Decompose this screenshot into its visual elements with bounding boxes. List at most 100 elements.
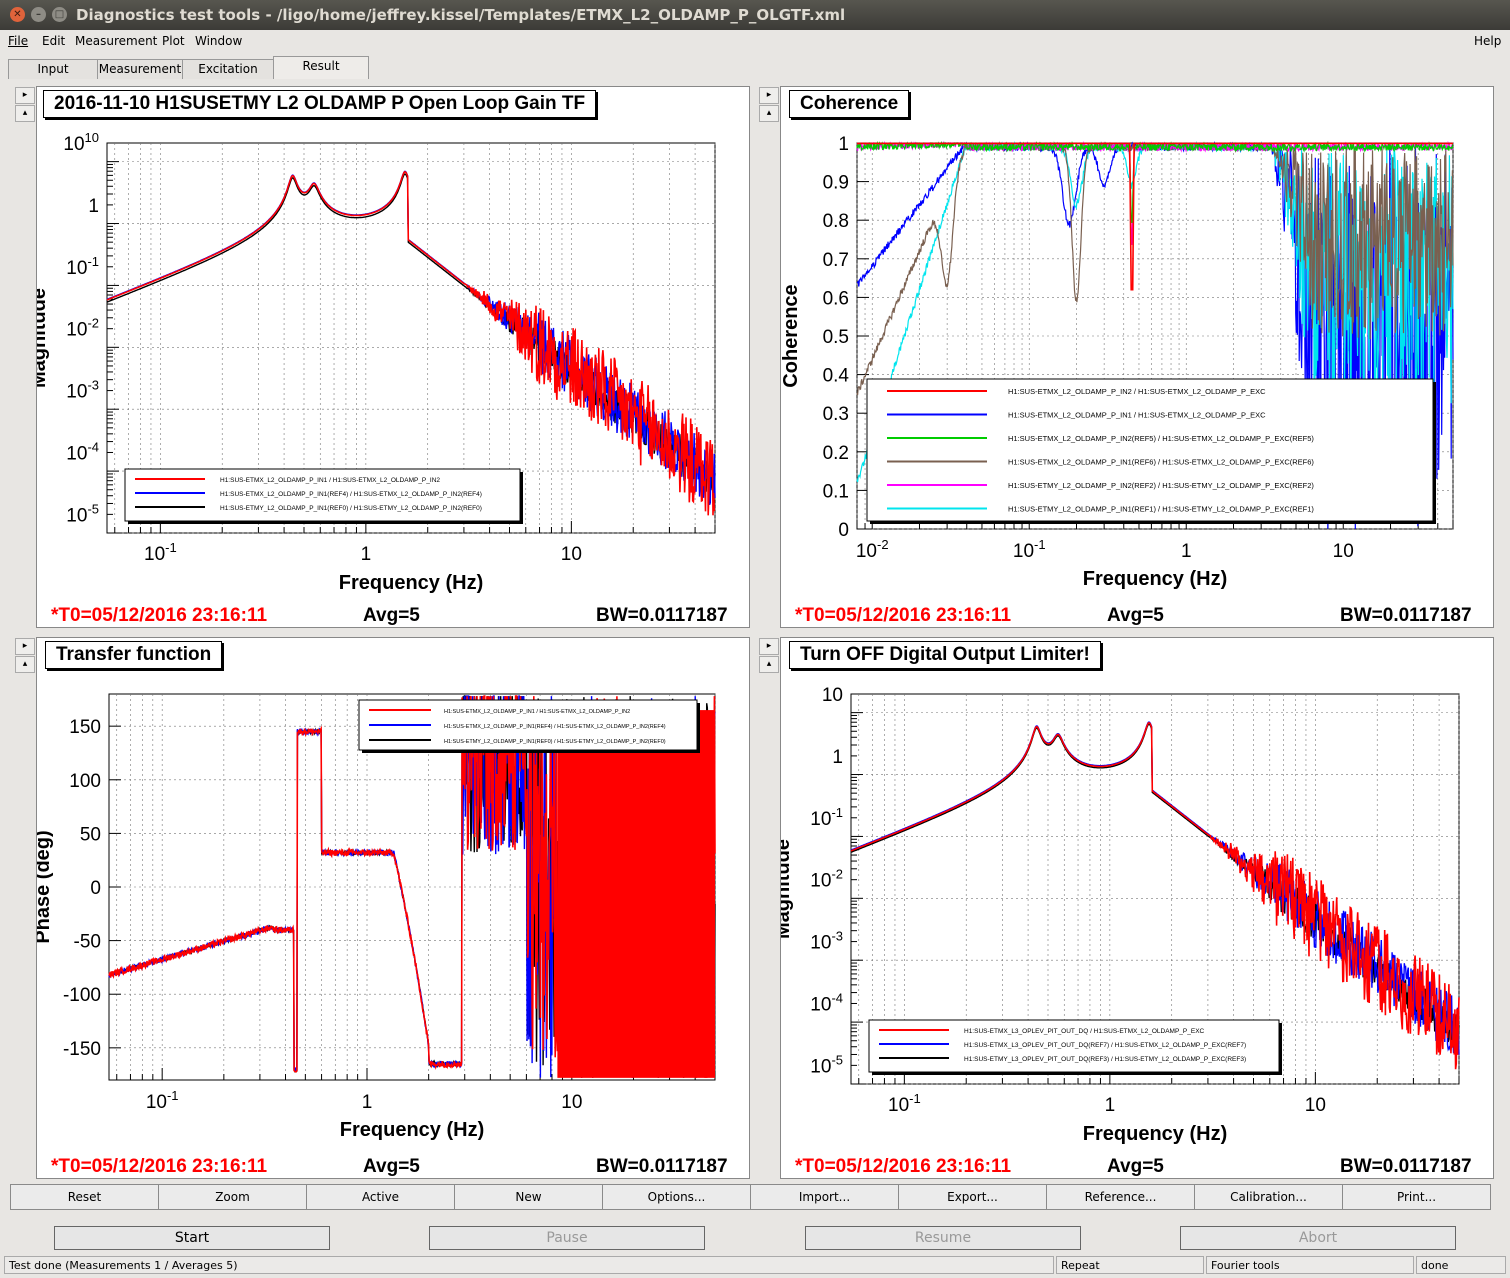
y-tick-label: 10-4 [810, 990, 843, 1015]
start-button[interactable]: Start [54, 1226, 330, 1250]
legend-entry: H1:SUS-ETMX_L3_OPLEV_PIT_OUT_DQ(REF7) / … [964, 1042, 1246, 1049]
legend-entry: H1:SUS-ETMY_L2_OLDAMP_P_IN1(REF0) / H1:S… [444, 739, 666, 745]
status-mode: Repeat [1056, 1256, 1204, 1274]
menu-edit[interactable]: Edit [42, 34, 65, 48]
tab-measurement[interactable]: Measurement [97, 59, 183, 79]
legend-entry: H1:SUS-ETMX_L2_OLDAMP_P_IN1 / H1:SUS-ETM… [444, 709, 630, 715]
tab-result[interactable]: Result [273, 56, 369, 79]
plot-pad-magnitude[interactable]: 1010 1 10-1 10-2 10-3 10-4 10-5 10-1 1 10 Frequenc… [36, 86, 750, 628]
avg-label: Avg=5 [1107, 605, 1164, 627]
y-axis-label: Magnitude [37, 288, 50, 388]
noise-fill [557, 710, 715, 1078]
calibration-button[interactable]: Calibration... [1194, 1184, 1343, 1210]
y-tick-label: 0.5 [823, 327, 849, 348]
x-tick-label: 10 [1333, 541, 1354, 562]
coherence-plot[interactable]: 1 0.9 0.8 0.7 0.6 0.5 0.4 0.3 0.2 0.1 0 10-2 10-1 1 10… [781, 87, 1493, 627]
y-tick-label: 10 [822, 685, 843, 706]
pad-up-arrow-icon[interactable]: ▸ [759, 87, 779, 104]
legend-box [867, 379, 1433, 521]
menu-measurement[interactable]: Measurement [75, 34, 157, 48]
legend-entry: H1:SUS-ETMY_L2_OLDAMP_P_IN1(REF0) / H1:S… [220, 505, 482, 512]
bw-label: BW=0.0117187 [596, 1156, 728, 1178]
x-axis-label: Frequency (Hz) [339, 572, 483, 594]
menu-file[interactable]: File [8, 34, 28, 48]
export-button[interactable]: Export... [898, 1184, 1047, 1210]
status-tool: Fourier tools [1206, 1256, 1414, 1274]
legend-entry: H1:SUS-ETMY_L3_OPLEV_PIT_OUT_DQ(REF3) / … [964, 1056, 1246, 1063]
tab-input[interactable]: Input [8, 59, 98, 79]
x-tick-label: 10-1 [1013, 537, 1046, 562]
close-icon[interactable]: ✕ [10, 7, 25, 22]
x-tick-label: 1 [362, 1092, 373, 1113]
pad-up-arrow-icon[interactable]: ▸ [759, 638, 779, 655]
plot-title: Turn OFF Digital Output Limiter! [789, 641, 1101, 669]
print-button[interactable]: Print... [1342, 1184, 1491, 1210]
abort-button[interactable]: Abort [1180, 1226, 1456, 1250]
avg-label: Avg=5 [363, 1156, 420, 1178]
legend-entry: H1:SUS-ETMX_L2_OLDAMP_P_IN2(REF5) / H1:S… [1008, 434, 1314, 443]
x-axis-label: Frequency (Hz) [340, 1119, 484, 1141]
menu-plot[interactable]: Plot [162, 34, 185, 48]
y-tick-label: 0.9 [823, 173, 849, 194]
plot-button-row: Reset Zoom Active New Options... Import.… [10, 1184, 1490, 1209]
menu-help[interactable]: Help [1474, 34, 1501, 48]
import-button[interactable]: Import... [750, 1184, 899, 1210]
t0-label: *T0=05/12/2016 23:16:11 [51, 605, 267, 627]
active-button[interactable]: Active [306, 1184, 455, 1210]
magnitude-plot[interactable]: 1010 1 10-1 10-2 10-3 10-4 10-5 10-1 1 10 Frequenc… [37, 87, 749, 627]
pad-up-arrow-icon[interactable]: ▸ [15, 87, 35, 104]
x-tick-label: 10 [1305, 1095, 1326, 1116]
phase-plot[interactable]: 150 100 50 0 -50 -100 -150 10-1 1 10 Frequency (Hz… [37, 638, 749, 1178]
legend-entry: H1:SUS-ETMY_L2_OLDAMP_P_IN1(REF1) / H1:S… [1008, 505, 1314, 514]
x-tick-label: 1 [361, 544, 372, 565]
y-tick-label: 0.2 [823, 443, 849, 464]
minimize-icon[interactable]: – [31, 7, 46, 22]
tab-bar: Input Measurement Excitation Result [0, 55, 1510, 79]
t0-label: *T0=05/12/2016 23:16:11 [795, 1156, 1011, 1178]
y-tick-label: 0.1 [823, 481, 849, 502]
x-tick-label: 10-1 [144, 540, 177, 565]
bw-label: BW=0.0117187 [1340, 605, 1472, 627]
bw-label: BW=0.0117187 [596, 605, 728, 627]
pad-down-arrow-icon[interactable]: ▴ [759, 656, 779, 673]
pause-button[interactable]: Pause [429, 1226, 705, 1250]
y-tick-label: 0.6 [823, 288, 849, 309]
y-tick-label: 10-5 [66, 501, 99, 526]
pad-down-arrow-icon[interactable]: ▴ [15, 656, 35, 673]
legend-entry: H1:SUS-ETMY_L2_OLDAMP_P_IN2(REF2) / H1:S… [1008, 481, 1314, 490]
y-tick-label: 1 [832, 747, 843, 768]
x-tick-label: 10 [561, 544, 582, 565]
pad-down-arrow-icon[interactable]: ▴ [15, 105, 35, 122]
oplev-magnitude-plot[interactable]: 10 1 10-1 10-2 10-3 10-4 10-5 10-1 1 10 Frequency … [781, 638, 1493, 1178]
y-axis-label: Magnitude [781, 839, 794, 939]
x-tick-label: 10-1 [888, 1091, 921, 1116]
new-button[interactable]: New [454, 1184, 603, 1210]
y-tick-label: 10-3 [66, 378, 99, 403]
reset-button[interactable]: Reset [10, 1184, 159, 1210]
pad-down-arrow-icon[interactable]: ▴ [759, 105, 779, 122]
legend-entry: H1:SUS-ETMX_L2_OLDAMP_P_IN2 / H1:SUS-ETM… [1008, 387, 1266, 396]
options-button[interactable]: Options... [602, 1184, 751, 1210]
plot-pad-oplev-magnitude[interactable]: 10 1 10-1 10-2 10-3 10-4 10-5 10-1 1 10 Frequency … [780, 637, 1494, 1179]
plot-pad-phase[interactable]: 150 100 50 0 -50 -100 -150 10-1 1 10 Frequency (Hz… [36, 637, 750, 1179]
maximize-icon[interactable]: □ [52, 7, 67, 22]
y-tick-label: 100 [69, 771, 101, 792]
legend-entry: H1:SUS-ETMX_L2_OLDAMP_P_IN1(REF4) / H1:S… [220, 491, 482, 498]
pad-up-arrow-icon[interactable]: ▸ [15, 638, 35, 655]
zoom-button[interactable]: Zoom [158, 1184, 307, 1210]
avg-label: Avg=5 [1107, 1156, 1164, 1178]
x-tick-label: 10 [561, 1092, 582, 1113]
y-axis-label: Coherence [781, 284, 802, 387]
status-state: done [1416, 1256, 1506, 1274]
x-tick-label: 10-2 [856, 537, 889, 562]
x-tick-label: 1 [1105, 1095, 1116, 1116]
y-tick-label: 150 [69, 717, 101, 738]
tab-excitation[interactable]: Excitation [182, 59, 274, 79]
reference-button[interactable]: Reference... [1046, 1184, 1195, 1210]
menu-window[interactable]: Window [195, 34, 242, 48]
resume-button[interactable]: Resume [805, 1226, 1081, 1250]
y-tick-label: 0 [838, 520, 849, 541]
window-titlebar: ✕ – □ Diagnostics test tools - /ligo/hom… [0, 0, 1510, 30]
plot-pad-coherence[interactable]: 1 0.9 0.8 0.7 0.6 0.5 0.4 0.3 0.2 0.1 0 10-2 10-1 1 10… [780, 86, 1494, 628]
menu-bar: File Edit Measurement Plot Window Help [0, 30, 1510, 52]
